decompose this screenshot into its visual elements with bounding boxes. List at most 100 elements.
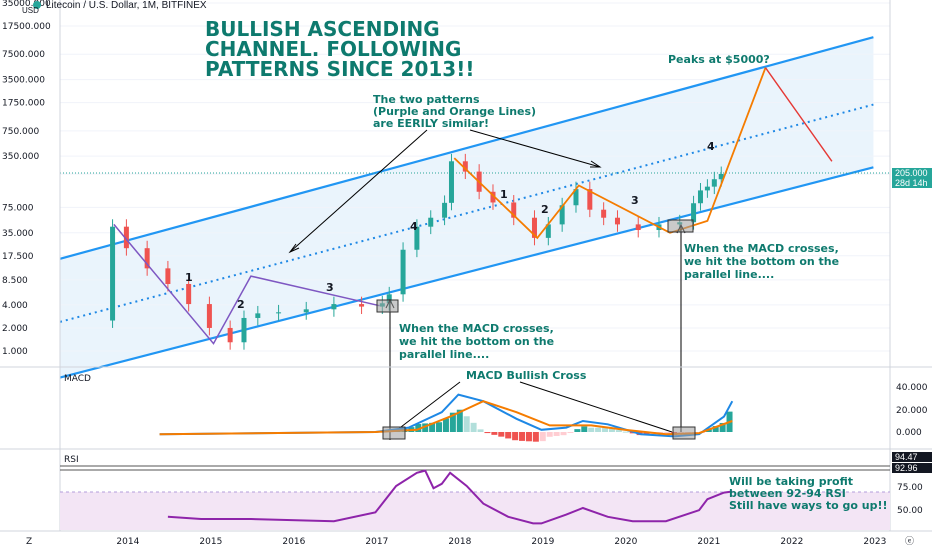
wave-orange-4: 4 bbox=[707, 140, 715, 153]
macd-bar bbox=[463, 416, 470, 432]
macd-bar bbox=[602, 427, 609, 432]
rsi-annotation: Will be taking profit between 92-94 RSI … bbox=[729, 476, 887, 512]
macd-bar bbox=[532, 432, 539, 442]
macd-bar bbox=[622, 431, 629, 433]
macd-left-line-3: parallel line.... bbox=[399, 348, 490, 361]
candle-body bbox=[462, 161, 468, 172]
macd-bottom-annotation-left: When the MACD crosses, we hit the bottom… bbox=[399, 322, 554, 361]
candle-body bbox=[573, 189, 579, 206]
candle-body bbox=[123, 226, 129, 249]
headline-line-2: CHANNEL. FOLLOWING bbox=[205, 37, 462, 61]
macd-axis-labels: 40.000 20.000 0.000 bbox=[896, 383, 928, 438]
price-tick-4: 1750.000 bbox=[2, 99, 45, 109]
candle-body bbox=[511, 202, 517, 218]
time-tick-2017: 2017 bbox=[365, 537, 388, 547]
candle-body bbox=[331, 304, 337, 310]
candles bbox=[110, 153, 724, 350]
time-tick-2019: 2019 bbox=[531, 537, 554, 547]
candle-body bbox=[490, 191, 496, 203]
macd-signal-line bbox=[159, 400, 733, 436]
candle-body bbox=[587, 189, 593, 210]
rsi-tick-75: 75.00 bbox=[897, 483, 923, 493]
candle-body bbox=[386, 294, 392, 304]
price-tick-2: 7500.000 bbox=[2, 50, 45, 60]
macd-bar bbox=[442, 418, 449, 432]
candle-body bbox=[531, 217, 537, 238]
price-tick-10: 17.500 bbox=[2, 252, 34, 262]
symbol-title-text: Litecoin / U.S. Dollar, 1M, BITFINEX bbox=[46, 0, 207, 11]
rsi-line bbox=[167, 469, 733, 525]
peak-annotation: Peaks at $5000? bbox=[668, 53, 770, 66]
macd-bar bbox=[608, 428, 615, 432]
purple-pattern-path bbox=[113, 223, 380, 345]
macd-bar bbox=[519, 432, 526, 441]
candle-body bbox=[711, 179, 717, 187]
candle-body bbox=[144, 248, 150, 269]
candle-body bbox=[442, 202, 448, 218]
candle-body bbox=[428, 217, 434, 227]
macd-bar bbox=[505, 432, 512, 439]
macd-bar bbox=[546, 432, 553, 437]
rsi-tick-50: 50.00 bbox=[897, 506, 923, 516]
macd-bar bbox=[498, 432, 505, 437]
candle-body bbox=[165, 268, 171, 284]
price-tick-14: 1.000 bbox=[2, 347, 28, 357]
rsi-note-line-2: between 92-94 RSI bbox=[729, 487, 846, 500]
purple-wave-labels: 1 2 3 4 bbox=[185, 220, 418, 311]
price-tick-0: 35000.000 bbox=[2, 0, 51, 9]
headline-annotation: BULLISH ASCENDING CHANNEL. FOLLOWING PAT… bbox=[205, 19, 474, 79]
time-tick-2021: 2021 bbox=[697, 537, 720, 547]
bottom-box-2020 bbox=[667, 219, 694, 233]
wave-purple-3: 3 bbox=[326, 281, 334, 294]
rsi-note-line-1: Will be taking profit bbox=[729, 475, 854, 488]
timer-badge: 28d 14h bbox=[892, 178, 932, 188]
macd-bar bbox=[581, 426, 588, 432]
patterns-similar-annotation: The two patterns (Purple and Orange Line… bbox=[373, 94, 536, 130]
macd-bar bbox=[567, 432, 574, 433]
macd-bar bbox=[484, 432, 491, 434]
macd-left-line-1: When the MACD crosses, bbox=[399, 322, 554, 335]
bottom-box-2017 bbox=[376, 299, 399, 313]
axis-unit: USD bbox=[22, 6, 39, 15]
rsi-note-line-3: Still have ways to go up!! bbox=[729, 499, 888, 512]
similar-line-2: (Purple and Orange Lines) bbox=[373, 105, 537, 118]
candle-body bbox=[414, 226, 420, 250]
timezone-button[interactable]: Z bbox=[26, 537, 32, 547]
macd-bar bbox=[422, 423, 429, 432]
channel-mid-dotted-line bbox=[59, 103, 874, 323]
wave-purple-4: 4 bbox=[410, 220, 418, 233]
candle-body bbox=[718, 173, 724, 180]
macd-bar bbox=[491, 432, 498, 435]
macd-bar bbox=[429, 422, 436, 432]
market-status-icon bbox=[33, 1, 41, 9]
price-badge: 205.000 bbox=[892, 168, 932, 178]
candle-body bbox=[635, 224, 641, 231]
macd-bar bbox=[719, 422, 726, 432]
headline-line-3: PATTERNS SINCE 2013!! bbox=[205, 57, 475, 81]
candle-body bbox=[448, 161, 454, 203]
macd-bar bbox=[470, 422, 477, 432]
macd-cross-box-2020 bbox=[672, 426, 696, 440]
time-tick-2015: 2015 bbox=[199, 537, 222, 547]
channel-upper-line bbox=[59, 36, 874, 260]
rsi-pane-label: RSI bbox=[64, 455, 79, 465]
wave-purple-2: 2 bbox=[237, 298, 245, 311]
headline-line-1: BULLISH ASCENDING bbox=[205, 17, 440, 41]
macd-bar bbox=[574, 429, 581, 432]
macd-right-line-1: When the MACD crosses, bbox=[684, 242, 839, 255]
candle-body bbox=[241, 317, 247, 343]
rsi-badge-94: 94.47 bbox=[892, 452, 932, 462]
time-tick-2020: 2020 bbox=[614, 537, 637, 547]
macd-bar bbox=[436, 422, 443, 432]
candle-body bbox=[601, 209, 607, 218]
macd-tick-20: 20.000 bbox=[896, 406, 928, 416]
wave-orange-2: 2 bbox=[541, 203, 549, 216]
macd-bar bbox=[415, 424, 422, 432]
price-tick-1: 17500.000 bbox=[2, 22, 51, 32]
orange-wave-labels: 1 2 3 4 bbox=[500, 140, 715, 216]
price-tick-13: 2.000 bbox=[2, 324, 28, 334]
settings-icon[interactable]: ⓔ bbox=[905, 536, 914, 547]
time-tick-2022: 2022 bbox=[780, 537, 803, 547]
candle-body bbox=[614, 217, 620, 225]
